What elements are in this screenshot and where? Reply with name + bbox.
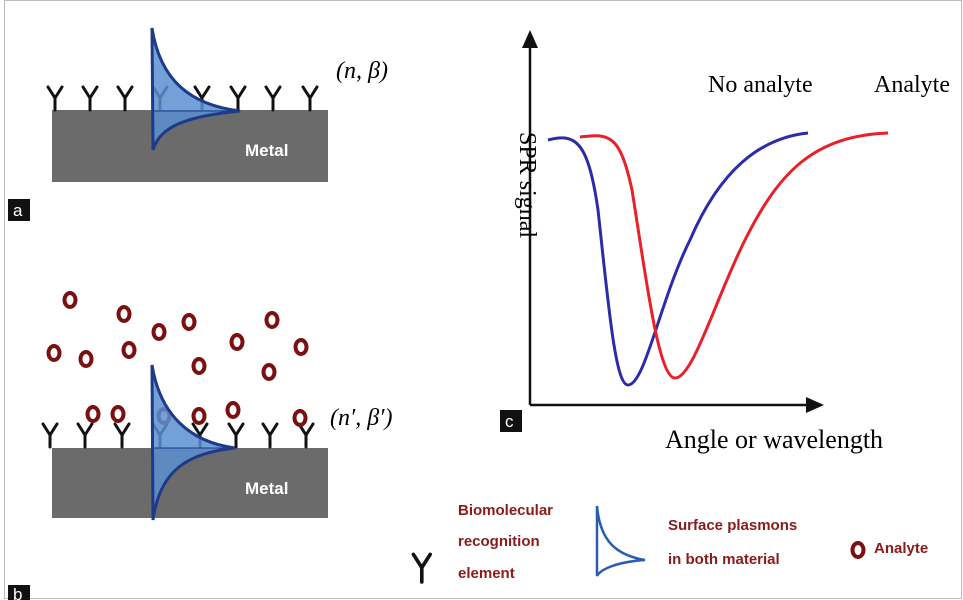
legend-text: recognition [458,533,540,550]
panel-tag: c [505,412,514,431]
panel-b: Metal (n′, β′) b [8,291,392,600]
legend-text: Biomolecular [458,502,553,519]
legend-text: element [458,565,515,582]
curve-label: Analyte [874,72,950,98]
y-arrow [522,30,538,48]
free-analytes [46,291,309,381]
panel-tag-box [8,199,30,221]
bound-analytes [85,401,308,427]
panel-tag-box [500,410,522,432]
parameters: (n, β) [336,58,388,84]
x-arrow [806,397,824,413]
curve-no-analyte [547,131,809,387]
parameters: (n′, β′) [330,405,392,431]
curve-label: No analyte [708,72,813,98]
x-axis-label: Angle or wavelength [665,425,883,454]
panel-tag: a [13,201,23,220]
legend-text: Analyte [874,540,928,557]
metal-label: Metal [245,479,288,498]
panel-tag-box [8,585,30,600]
panel-tag: b [13,585,22,600]
metal-label: Metal [245,141,288,160]
curve-analyte [579,131,889,380]
plasmon-icon [595,505,646,577]
legend-text: Surface plasmons [668,517,797,534]
y-axis-label: SPR signal [514,132,540,238]
legend: Biomolecular recognition element Surface… [411,502,928,584]
metal-layer [52,110,328,182]
panel-c: SPR signal No analyte Analyte c Angle or… [500,30,950,454]
legend-text: in both material [668,551,780,568]
panel-a: Metal (n, β) a [8,27,388,221]
frame [4,0,962,599]
